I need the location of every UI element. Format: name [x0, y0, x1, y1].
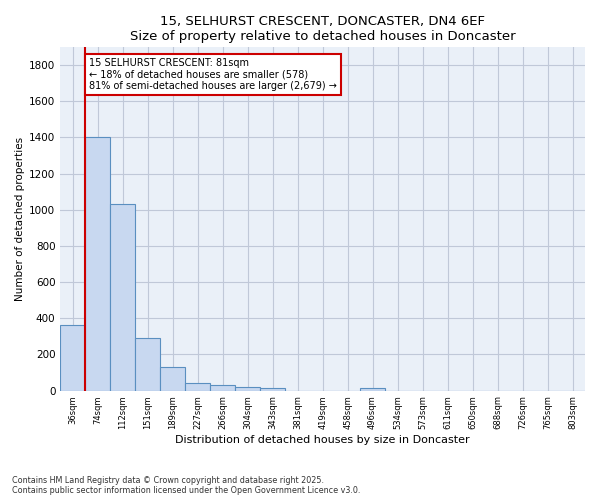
Bar — [160, 367, 185, 390]
Bar — [60, 326, 85, 390]
X-axis label: Distribution of detached houses by size in Doncaster: Distribution of detached houses by size … — [175, 435, 470, 445]
Bar — [135, 338, 160, 390]
Title: 15, SELHURST CRESCENT, DONCASTER, DN4 6EF
Size of property relative to detached : 15, SELHURST CRESCENT, DONCASTER, DN4 6E… — [130, 15, 515, 43]
Bar — [360, 388, 385, 390]
Bar — [260, 388, 285, 390]
Bar — [185, 384, 210, 390]
Bar — [235, 386, 260, 390]
Bar — [210, 384, 235, 390]
Bar — [110, 204, 135, 390]
Y-axis label: Number of detached properties: Number of detached properties — [15, 136, 25, 301]
Bar — [85, 138, 110, 390]
Text: 15 SELHURST CRESCENT: 81sqm
← 18% of detached houses are smaller (578)
81% of se: 15 SELHURST CRESCENT: 81sqm ← 18% of det… — [89, 58, 337, 91]
Text: Contains HM Land Registry data © Crown copyright and database right 2025.
Contai: Contains HM Land Registry data © Crown c… — [12, 476, 361, 495]
